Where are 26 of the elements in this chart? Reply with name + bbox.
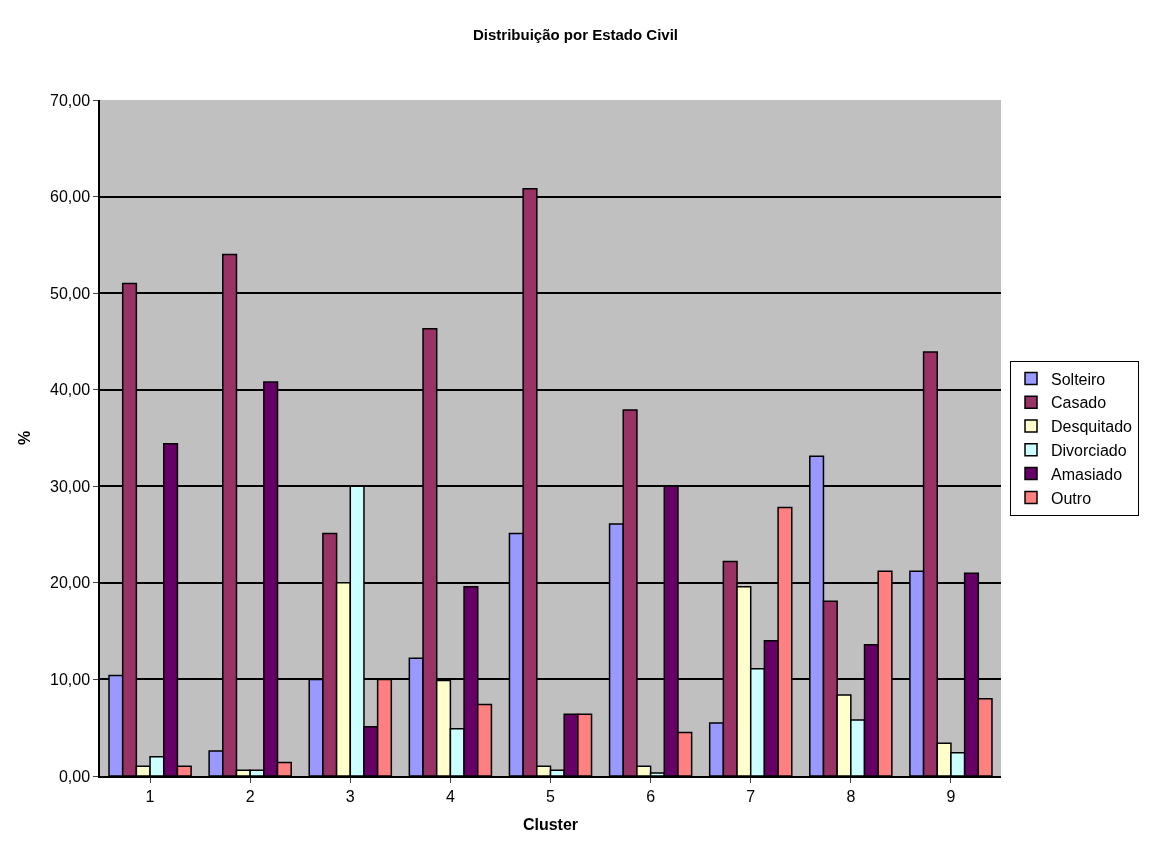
legend-label: Solteiro (1051, 370, 1106, 388)
y-tick-label: 0,00 (58, 767, 91, 785)
legend-label: Casado (1051, 394, 1107, 412)
chart-title: Distribuição por Estado Civil (472, 26, 679, 44)
x-axis-title: Cluster (522, 816, 579, 834)
y-tick-label: 60,00 (50, 188, 91, 206)
x-tick-label: 6 (646, 787, 656, 805)
x-tick-label: 1 (145, 787, 155, 805)
y-axis-title: % (16, 430, 34, 446)
legend-label: Amasiado (1051, 465, 1123, 483)
x-tick-label: 2 (245, 787, 255, 805)
y-tick-label: 70,00 (50, 91, 91, 109)
x-tick-label: 3 (345, 787, 355, 805)
x-tick-label: 9 (946, 787, 956, 805)
x-tick-label: 8 (846, 787, 856, 805)
x-tick-label: 7 (746, 787, 756, 805)
x-tick-label: 4 (445, 787, 455, 805)
x-tick-label: 5 (546, 787, 556, 805)
y-tick-label: 30,00 (50, 477, 91, 495)
y-tick-label: 40,00 (50, 381, 91, 399)
legend-label: Outro (1051, 489, 1092, 507)
legend-label: Divorciado (1051, 442, 1127, 460)
y-tick-label: 20,00 (50, 574, 91, 592)
y-tick-label: 10,00 (50, 671, 91, 689)
y-tick-label: 50,00 (50, 284, 91, 302)
legend-label: Desquitado (1051, 418, 1133, 436)
